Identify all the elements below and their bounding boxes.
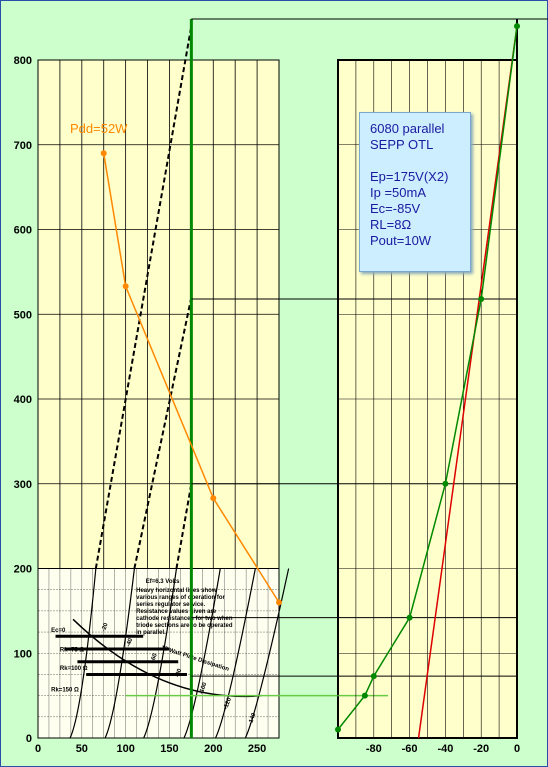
x-tick-label: 200 <box>204 743 222 755</box>
transfer-point <box>406 614 413 621</box>
info-line-4: Ip =50mA <box>370 185 427 200</box>
y-tick-label: 100 <box>14 648 32 660</box>
datasheet-note: Resistance values given are <box>136 609 217 615</box>
transfer-point <box>514 23 520 30</box>
pdd-point <box>210 495 217 502</box>
rk-label: Ec=0 <box>51 628 66 634</box>
y-tick-label: 800 <box>14 55 32 67</box>
rk-label: Rk=150 Ω <box>51 687 79 693</box>
plate-curve <box>183 568 221 739</box>
grid-bias-label: -20 <box>101 622 110 633</box>
dashed-extension <box>133 297 193 569</box>
heater-label: Ef=6.3 Volts <box>146 579 180 585</box>
transfer-point <box>370 673 377 680</box>
grid-bias-label: -60 <box>150 652 159 663</box>
x-tick-label: 50 <box>76 743 88 755</box>
grid-bias-label: -40 <box>126 637 135 648</box>
datasheet-note: Heavy horizontal lines show <box>136 588 217 594</box>
transfer-point <box>361 692 368 699</box>
rk-label: Rk=75 Ω <box>60 648 85 654</box>
pdd-point <box>100 150 107 157</box>
x2-tick-label: 0 <box>514 743 520 755</box>
transfer-point <box>478 295 485 302</box>
y-tick-label: 0 <box>26 733 32 745</box>
datasheet-note: cathode resistances for two when <box>136 616 233 622</box>
x2-tick-label: -40 <box>437 743 453 755</box>
transfer-point <box>335 726 341 733</box>
y-tick-label: 400 <box>14 394 32 406</box>
pdd-curve <box>102 153 280 603</box>
grid-bias-label: -80 <box>175 668 184 679</box>
dashed-extension <box>94 25 193 569</box>
plate-curve <box>104 568 135 739</box>
grid-bias-label: -140 <box>248 712 258 726</box>
datasheet-note: in parallel. <box>136 630 166 636</box>
red-line <box>417 25 518 739</box>
pdd-point <box>122 283 129 290</box>
datasheet-note: various ranges of operation for <box>136 595 225 601</box>
x-tick-label: 250 <box>248 743 266 755</box>
info-box: 6080 parallel SEPP OTL Ep=175V(X2) Ip =5… <box>359 112 471 272</box>
plate-curve <box>214 568 256 739</box>
info-line-5: Ec=-85V <box>370 201 421 216</box>
x2-tick-label: -20 <box>473 743 489 755</box>
info-line-2: SEPP OTL <box>370 137 434 152</box>
y-tick-label: 500 <box>14 309 32 321</box>
x2-tick-label: -60 <box>402 743 418 755</box>
datasheet-note: series regulator service. <box>136 602 205 608</box>
grid-bias-label: -100 <box>199 681 209 695</box>
info-line-7: Pout=10W <box>370 233 432 248</box>
dashed-extension <box>175 483 193 569</box>
y-tick-label: 700 <box>14 140 32 152</box>
pdd-label: Pdd=52W <box>70 121 128 136</box>
x-tick-label: 0 <box>35 743 41 755</box>
pdd-point <box>276 599 282 606</box>
x2-tick-label: -80 <box>366 743 382 755</box>
info-line-3: Ep=175V(X2) <box>370 169 449 184</box>
plate-curve <box>69 568 97 739</box>
y-tick-label: 300 <box>14 479 32 491</box>
y-tick-label: 600 <box>14 225 32 237</box>
y-tick-label: 200 <box>14 564 32 576</box>
transfer-point <box>442 480 449 487</box>
grid-bias-label: -120 <box>223 696 233 710</box>
x-tick-label: 100 <box>116 743 134 755</box>
datasheet-note: triode sections are to be operated <box>136 623 233 629</box>
rk-label: Rk=100 Ω <box>60 666 88 672</box>
x-tick-label: 150 <box>160 743 178 755</box>
info-line-1: 6080 parallel <box>370 121 445 136</box>
plate-curve <box>143 568 178 739</box>
info-line-6: RL=8Ω <box>370 217 412 232</box>
